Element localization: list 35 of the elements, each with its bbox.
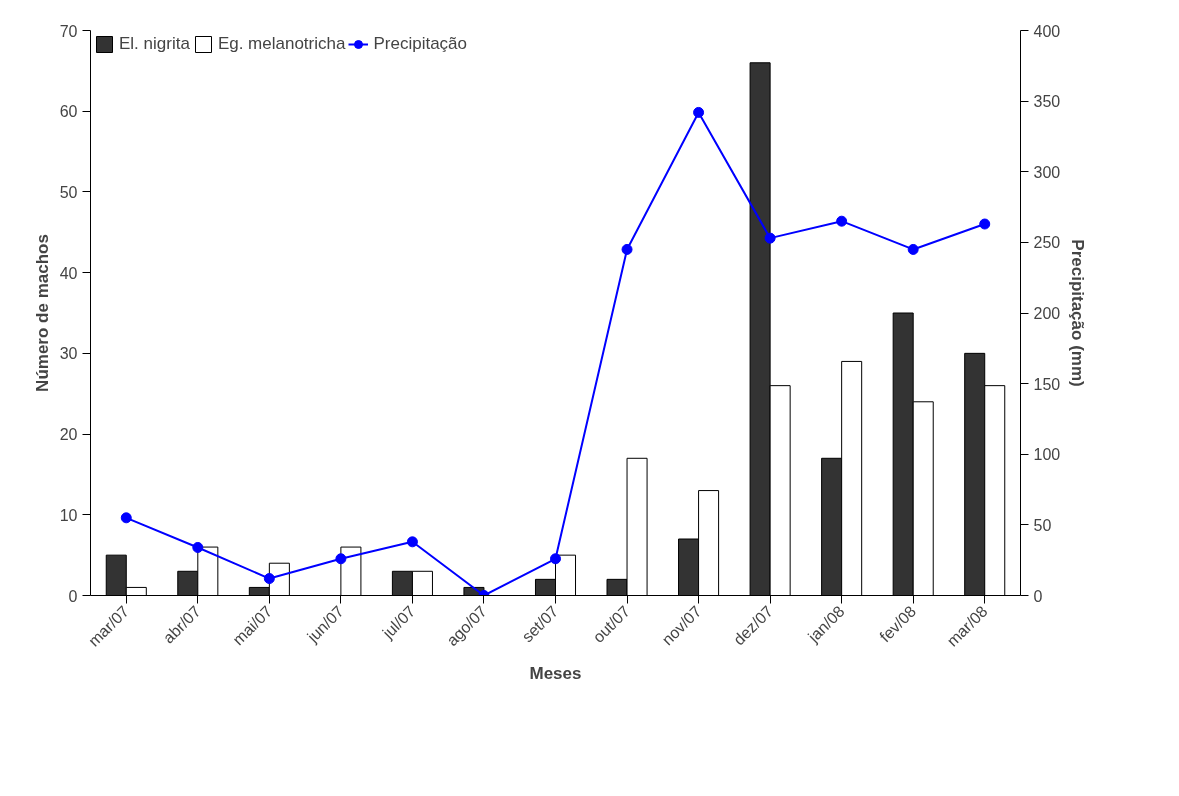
point: [406, 536, 418, 548]
y2-tick-label: 350: [1033, 93, 1061, 111]
y-tick-label: 40: [59, 264, 78, 282]
y2-tick-label: 250: [1033, 234, 1061, 252]
legend-label: Eg. melanotricha: [217, 34, 346, 54]
point: [621, 243, 633, 255]
point: [836, 215, 848, 227]
y2-tick-label: 0: [1033, 587, 1043, 605]
y2-tick-label: 50: [1033, 516, 1052, 534]
point: [693, 106, 705, 118]
y2-tick-label: 300: [1033, 163, 1061, 181]
legend-label: El. nigrita: [119, 34, 190, 54]
y-tick-label: 10: [59, 506, 78, 524]
y2-tick-label: 400: [1033, 22, 1061, 40]
point: [335, 553, 347, 565]
y-axis-title: Número de machos: [32, 234, 52, 392]
point: [907, 243, 919, 255]
y2-axis-title: Precipitação (mm): [1068, 239, 1088, 387]
point: [979, 218, 991, 230]
y-tick-label: 70: [59, 22, 78, 40]
y-tick-label: 30: [59, 345, 78, 363]
y-tick-label: 20: [59, 426, 78, 444]
y-tick-label: 60: [59, 103, 78, 121]
point: [263, 573, 275, 585]
point: [764, 232, 776, 244]
y-tick-label: 50: [59, 183, 78, 201]
x-axis-title: Meses: [529, 663, 582, 683]
y2-tick-label: 200: [1033, 305, 1061, 322]
point: [550, 553, 561, 565]
point: [120, 512, 132, 524]
y2-tick-label: 100: [1033, 446, 1061, 464]
legend-label: Precipitação: [373, 34, 468, 54]
y-tick-label: 0: [68, 587, 78, 605]
point: [192, 541, 204, 553]
y2-tick-label: 150: [1033, 375, 1061, 393]
